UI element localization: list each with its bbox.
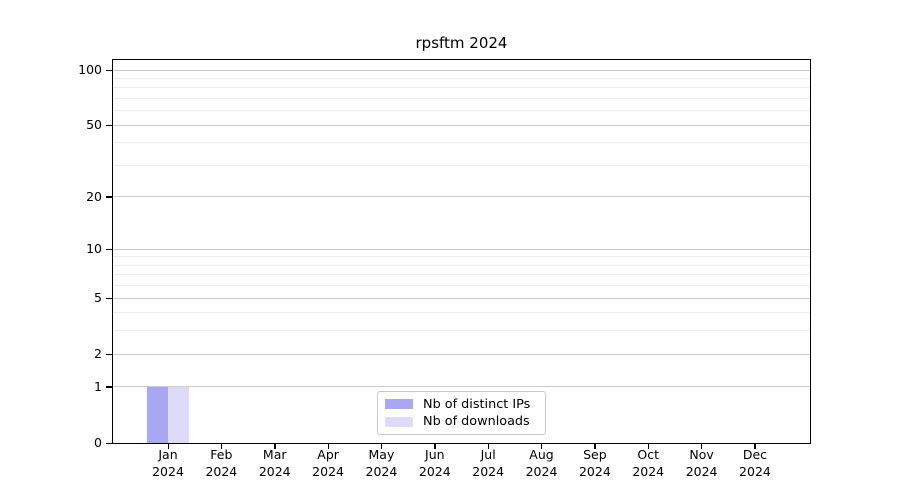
x-tick-label: Apr 2024 — [296, 447, 360, 480]
y-tick — [106, 442, 112, 444]
x-tick-label: Sep 2024 — [563, 447, 627, 480]
x-tick-label: Jan 2024 — [136, 447, 200, 480]
y-tick — [106, 196, 112, 198]
x-tick-label: Dec 2024 — [723, 447, 787, 480]
gridline-minor — [113, 164, 810, 166]
x-tick-label-year: 2024 — [472, 463, 505, 479]
x-tick — [701, 443, 703, 449]
gridline-minor — [113, 312, 810, 314]
x-tick-label-year: 2024 — [685, 463, 718, 479]
x-tick-label-year: 2024 — [525, 463, 558, 479]
x-tick — [327, 443, 329, 449]
plot-area — [112, 59, 811, 444]
x-tick-label: Oct 2024 — [616, 447, 680, 480]
x-tick-label: Jul 2024 — [456, 447, 520, 480]
x-tick-label-year: 2024 — [312, 463, 344, 479]
bar-nb-of-downloads-jan — [168, 386, 190, 443]
x-tick-label-year: 2024 — [258, 463, 291, 479]
grid-layer — [113, 60, 810, 443]
y-tick — [106, 248, 112, 250]
gridline-major — [113, 124, 810, 126]
y-tick-label: 2 — [94, 346, 102, 362]
legend-swatch-downloads — [385, 416, 413, 427]
x-tick-label: May 2024 — [349, 447, 413, 480]
x-tick — [274, 443, 276, 449]
gridline-major — [113, 69, 810, 71]
gridline-minor — [113, 87, 810, 89]
gridline-minor — [113, 285, 810, 287]
y-tick-label: 100 — [78, 62, 102, 77]
legend: Nb of distinct IPs Nb of downloads — [377, 391, 546, 435]
gridline-minor — [113, 274, 810, 276]
gridline-minor — [113, 142, 810, 144]
x-tick-label: Nov 2024 — [670, 447, 734, 480]
x-tick-label-year: 2024 — [205, 463, 238, 479]
x-tick-label-year: 2024 — [152, 463, 184, 479]
y-tick — [106, 69, 112, 71]
x-tick-label: Aug 2024 — [510, 447, 574, 480]
x-tick — [594, 443, 596, 449]
y-tick — [106, 297, 112, 299]
x-tick — [647, 443, 650, 449]
y-tick-label: 10 — [86, 241, 102, 257]
gridline-major — [113, 386, 810, 388]
x-tick-label: Feb 2024 — [189, 447, 253, 480]
y-tick-label: 5 — [94, 290, 102, 306]
x-tick — [541, 443, 543, 449]
gridline-major — [113, 248, 810, 250]
y-tick — [106, 353, 112, 355]
x-tick-label: Mar 2024 — [243, 447, 307, 480]
legend-swatch-distinct-ips — [385, 399, 413, 410]
legend-item-distinct-ips: Nb of distinct IPs — [385, 397, 545, 412]
gridline-minor — [113, 330, 810, 332]
x-tick-label-year: 2024 — [632, 463, 665, 479]
y-tick-label: 50 — [86, 117, 102, 133]
legend-label-downloads: Nb of downloads — [423, 414, 530, 430]
x-tick-label-year: 2024 — [365, 463, 398, 479]
bar-layer — [113, 60, 810, 443]
bar-nb-of-distinct-ips-jan — [146, 386, 168, 443]
gridline-minor — [113, 97, 810, 99]
gridline-minor — [113, 264, 810, 266]
y-tick — [106, 386, 112, 388]
legend-label-distinct-ips: Nb of distinct IPs — [423, 396, 531, 412]
gridline-major — [113, 297, 810, 299]
x-tick — [167, 443, 169, 449]
x-tick-label-year: 2024 — [578, 463, 611, 479]
gridline-major — [113, 353, 810, 355]
y-tick-label: 0 — [94, 435, 102, 450]
y-tick-label: 1 — [94, 378, 102, 394]
x-tick — [487, 443, 489, 449]
y-tick — [106, 124, 112, 127]
gridline-minor — [113, 77, 810, 79]
legend-item-downloads: Nb of downloads — [385, 414, 545, 429]
gridline-minor — [113, 110, 810, 112]
x-tick — [380, 443, 383, 449]
x-tick-label: Jun 2024 — [403, 447, 467, 480]
y-tick-label: 20 — [86, 188, 102, 204]
chart-title: rpsftm 2024 — [415, 34, 508, 52]
x-tick — [754, 443, 756, 449]
x-tick — [220, 443, 223, 449]
x-tick — [434, 443, 436, 449]
x-tick-label-year: 2024 — [739, 463, 771, 479]
x-tick-label-year: 2024 — [418, 463, 451, 479]
gridline-major — [113, 196, 810, 198]
gridline-minor — [113, 256, 810, 258]
